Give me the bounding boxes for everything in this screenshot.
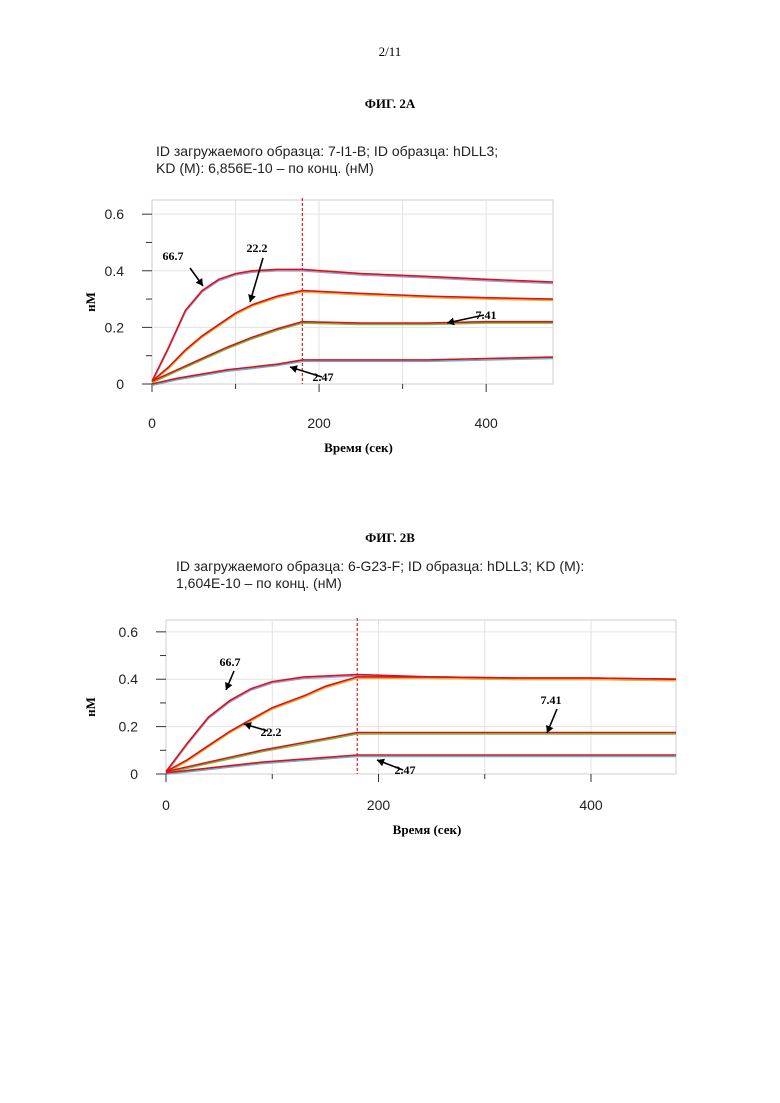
y-tick-label: 0.2 <box>119 719 139 735</box>
y-tick-label: 0.4 <box>105 263 125 279</box>
plot-area <box>166 620 676 774</box>
y-axis-title: нМ <box>83 292 98 312</box>
concentration-label: 66.7 <box>163 249 184 263</box>
y-tick-label: 0.6 <box>119 624 139 640</box>
x-tick-label: 400 <box>474 415 498 431</box>
y-tick-label: 0 <box>130 766 138 782</box>
plot-area <box>152 200 553 384</box>
figure-title: ФИГ. 2В <box>0 530 780 546</box>
concentration-label: 2.47 <box>395 763 416 777</box>
x-tick-label: 200 <box>307 415 331 431</box>
sample-info-line: ID загружаемого образца: 7-I1-B; ID обра… <box>156 143 498 160</box>
y-tick-label: 0.4 <box>119 671 139 687</box>
sample-info-line: ID загружаемого образца: 6-G23-F; ID обр… <box>176 558 584 575</box>
x-axis-title: Время (сек) <box>324 440 393 455</box>
chart-2a: 0 0.2 0.4 0.6 0 200 400 66.7 22.2 7.41 2.47 Время (… <box>0 190 780 470</box>
x-axis-title: Время (сек) <box>393 822 462 837</box>
y-axis-title: нМ <box>83 697 98 717</box>
x-tick-label: 0 <box>162 797 170 813</box>
concentration-label: 22.2 <box>261 725 282 739</box>
sample-info-line: 1,604E-10 – по конц. (нМ) <box>176 575 584 592</box>
concentration-label: 7.41 <box>541 693 562 707</box>
x-tick-label: 0 <box>148 415 156 431</box>
sample-info: ID загружаемого образца: 7-I1-B; ID обра… <box>156 143 498 177</box>
y-tick-label: 0.6 <box>105 206 125 222</box>
concentration-label: 22.2 <box>247 241 268 255</box>
figure-title: ФИГ. 2А <box>0 96 780 112</box>
sample-info: ID загружаемого образца: 6-G23-F; ID обр… <box>176 558 584 592</box>
sample-info-line: KD (М): 6,856E-10 – по конц. (нМ) <box>156 160 498 177</box>
y-tick-label: 0 <box>116 376 124 392</box>
x-tick-label: 200 <box>367 797 391 813</box>
page-number: 2/11 <box>0 44 780 60</box>
concentration-label: 2.47 <box>313 370 334 384</box>
concentration-label: 66.7 <box>220 655 241 669</box>
x-tick-label: 400 <box>579 797 603 813</box>
y-tick-label: 0.2 <box>105 319 125 335</box>
concentration-label: 7.41 <box>476 308 497 322</box>
chart-2b: 0 0.2 0.4 0.6 0 200 400 66.7 22.2 7.41 2.47 Время (… <box>0 610 780 850</box>
